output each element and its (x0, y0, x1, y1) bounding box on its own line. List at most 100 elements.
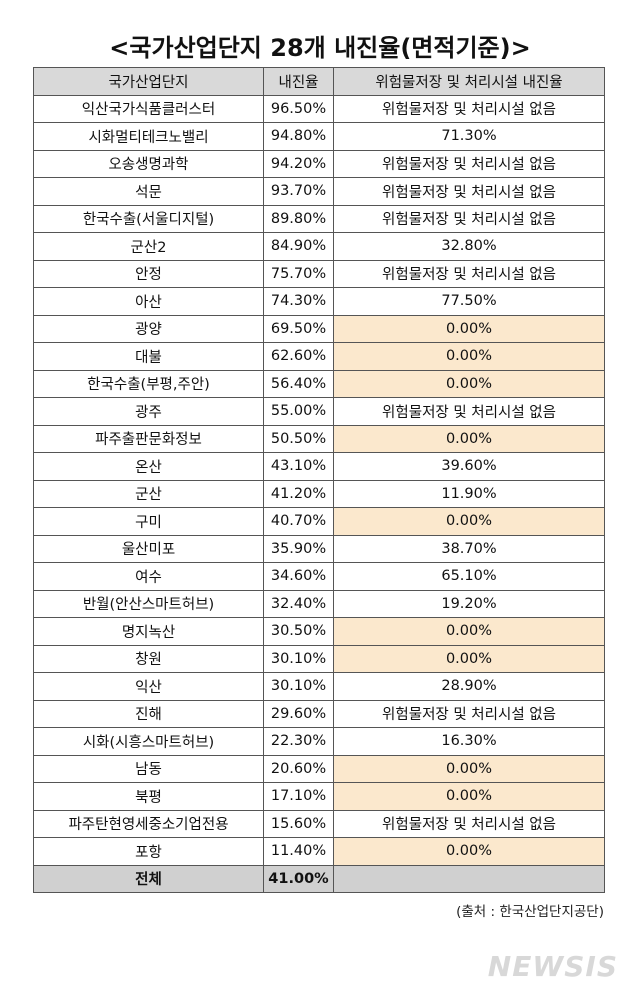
table-cell: 32.40% (263, 589, 334, 618)
table-cell: 익산국가식품클러스터 (33, 94, 264, 123)
table-cell: 전체 (33, 864, 264, 893)
table-row: 군산2 84.90% 32.80% (33, 232, 605, 261)
table-cell: 대불 (33, 342, 264, 371)
table-row: 군산 41.20% 11.90% (33, 479, 605, 508)
table-cell: 광주 (33, 397, 264, 426)
table-cell: 39.60% (333, 452, 605, 481)
table-cell: 국가산업단지 (33, 67, 264, 96)
table-cell: 41.20% (263, 479, 334, 508)
table-cell: 93.70% (263, 177, 334, 206)
table-cell: 17.10% (263, 782, 334, 811)
table-row: 구미 40.70% 0.00% (33, 507, 605, 536)
table-cell: 파주출판문화정보 (33, 424, 264, 453)
table-cell: 위험물저장 및 처리시설 없음 (333, 699, 605, 728)
table-cell: 0.00% (333, 314, 605, 343)
table-row: 파주탄현영세중소기업전용 15.60% 위험물저장 및 처리시설 없음 (33, 809, 605, 838)
table-row: 명지녹산 30.50% 0.00% (33, 617, 605, 646)
table-cell: 0.00% (333, 342, 605, 371)
table-row: 국가산업단지 내진율 위험물저장 및 처리시설 내진율 (33, 67, 605, 96)
table-row: 북평 17.10% 0.00% (33, 782, 605, 811)
table-cell: 15.60% (263, 809, 334, 838)
table-cell: 한국수출(서울디지털) (33, 204, 264, 233)
table-row: 여수 34.60% 65.10% (33, 562, 605, 591)
table-cell: 위험물저장 및 처리시설 없음 (333, 259, 605, 288)
table-cell: 29.60% (263, 699, 334, 728)
table-row: 남동 20.60% 0.00% (33, 754, 605, 783)
table-cell: 포항 (33, 837, 264, 866)
table-cell: 34.60% (263, 562, 334, 591)
table-cell: 32.80% (333, 232, 605, 261)
table-cell: 89.80% (263, 204, 334, 233)
table-cell: 19.20% (333, 589, 605, 618)
table-cell: 0.00% (333, 617, 605, 646)
table-cell: 아산 (33, 287, 264, 316)
table-cell: 22.30% (263, 727, 334, 756)
table-row: 진해 29.60% 위험물저장 및 처리시설 없음 (33, 699, 605, 728)
table-cell: 창원 (33, 644, 264, 673)
table-row: 창원 30.10% 0.00% (33, 644, 605, 673)
table-cell: 56.40% (263, 369, 334, 398)
table-row: 울산미포 35.90% 38.70% (33, 534, 605, 563)
table-row: 전체 41.00% (33, 864, 605, 893)
table-row: 파주출판문화정보 50.50% 0.00% (33, 424, 605, 453)
table-row: 오송생명과학 94.20% 위험물저장 및 처리시설 없음 (33, 149, 605, 178)
table-cell: 구미 (33, 507, 264, 536)
table-cell: 11.90% (333, 479, 605, 508)
table-cell: 43.10% (263, 452, 334, 481)
table-cell: 여수 (33, 562, 264, 591)
table-cell: 30.10% (263, 672, 334, 701)
table-cell: 시화멀티테크노밸리 (33, 122, 264, 151)
table-cell: 내진율 (263, 67, 334, 96)
table-cell: 안정 (33, 259, 264, 288)
table-cell (333, 864, 605, 893)
table-cell: 96.50% (263, 94, 334, 123)
table-cell: 0.00% (333, 369, 605, 398)
table-cell: 북평 (33, 782, 264, 811)
table-cell: 11.40% (263, 837, 334, 866)
table-cell: 55.00% (263, 397, 334, 426)
title: <국가산업단지 28개 내진율(면적기준)> (109, 34, 531, 62)
table-cell: 71.30% (333, 122, 605, 151)
table-cell: 위험물저장 및 처리시설 없음 (333, 149, 605, 178)
table-cell: 위험물저장 및 처리시설 없음 (333, 94, 605, 123)
table-cell: 온산 (33, 452, 264, 481)
table-cell: 75.70% (263, 259, 334, 288)
table-cell: 익산 (33, 672, 264, 701)
table-row: 대불 62.60% 0.00% (33, 342, 605, 371)
table-cell: 오송생명과학 (33, 149, 264, 178)
table-row: 한국수출(서울디지털) 89.80% 위험물저장 및 처리시설 없음 (33, 204, 605, 233)
table-cell: 62.60% (263, 342, 334, 371)
table-cell: 한국수출(부평,주안) (33, 369, 264, 398)
table-cell: 0.00% (333, 424, 605, 453)
watermark: NEWSIS (487, 950, 618, 983)
table-row: 아산 74.30% 77.50% (33, 287, 605, 316)
table-row: 시화(시흥스마트허브) 22.30% 16.30% (33, 727, 605, 756)
table-row: 광양 69.50% 0.00% (33, 314, 605, 343)
table-cell: 시화(시흥스마트허브) (33, 727, 264, 756)
table: 국가산업단지 내진율 위험물저장 및 처리시설 내진율 익산국가식품클러스터 96.50… (33, 67, 605, 893)
table-cell: 77.50% (333, 287, 605, 316)
table-cell: 38.70% (333, 534, 605, 563)
table-cell: 20.60% (263, 754, 334, 783)
table-cell: 남동 (33, 754, 264, 783)
table-cell: 35.90% (263, 534, 334, 563)
table-cell: 30.50% (263, 617, 334, 646)
table-cell: 파주탄현영세중소기업전용 (33, 809, 264, 838)
table-cell: 진해 (33, 699, 264, 728)
table-cell: 반월(안산스마트허브) (33, 589, 264, 618)
table-row: 반월(안산스마트허브) 32.40% 19.20% (33, 589, 605, 618)
table-row: 익산국가식품클러스터 96.50% 위험물저장 및 처리시설 없음 (33, 94, 605, 123)
table-row: 석문 93.70% 위험물저장 및 처리시설 없음 (33, 177, 605, 206)
table-cell: 0.00% (333, 507, 605, 536)
table-cell: 석문 (33, 177, 264, 206)
table-cell: 군산 (33, 479, 264, 508)
table-cell: 69.50% (263, 314, 334, 343)
table-row: 온산 43.10% 39.60% (33, 452, 605, 481)
table-cell: 28.90% (333, 672, 605, 701)
table-cell: 0.00% (333, 782, 605, 811)
table-cell: 위험물저장 및 처리시설 없음 (333, 397, 605, 426)
table-row: 안정 75.70% 위험물저장 및 처리시설 없음 (33, 259, 605, 288)
source: (출처 : 한국산업단지공단) (456, 904, 604, 920)
table-row: 익산 30.10% 28.90% (33, 672, 605, 701)
